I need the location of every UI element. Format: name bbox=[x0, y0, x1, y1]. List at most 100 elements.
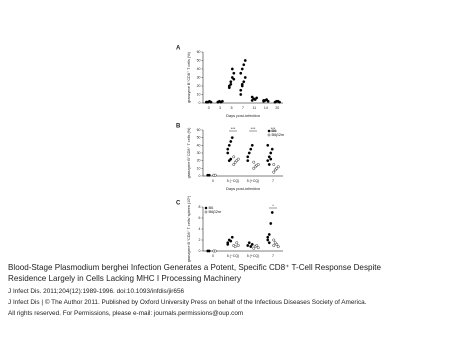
y-tick-label: 30 bbox=[197, 75, 201, 79]
y-tick-label: 0 bbox=[199, 101, 201, 105]
data-point bbox=[267, 241, 271, 245]
data-point bbox=[220, 99, 224, 103]
y-tick-label: 30 bbox=[197, 151, 201, 155]
data-point bbox=[250, 143, 254, 147]
data-point bbox=[239, 71, 243, 75]
y-axis-label: granzyme B⁺CD8⁺ T cells (%) bbox=[187, 51, 191, 102]
data-point bbox=[276, 245, 280, 249]
x-tick-label: 11 bbox=[253, 106, 257, 110]
data-point bbox=[266, 235, 270, 239]
significance: *** bbox=[271, 126, 276, 131]
panel-label: A bbox=[176, 46, 181, 52]
data-point bbox=[207, 249, 211, 253]
y-tick-label: 20 bbox=[197, 159, 201, 163]
data-point bbox=[255, 96, 259, 100]
x-tick-label: 0 bbox=[212, 179, 214, 183]
data-point bbox=[267, 155, 271, 159]
y-tick-label: 10 bbox=[197, 92, 201, 96]
data-point bbox=[267, 163, 271, 166]
data-point bbox=[240, 67, 244, 71]
y-tick-label: 6 bbox=[199, 216, 201, 220]
legend-marker bbox=[204, 206, 208, 210]
data-point bbox=[266, 143, 270, 147]
y-tick-label: 60 bbox=[197, 128, 201, 132]
x-tick-label: 20 bbox=[275, 106, 279, 110]
data-point bbox=[230, 136, 234, 140]
x-tick-label: 0 bbox=[212, 254, 214, 258]
data-point bbox=[252, 160, 256, 164]
y-tick-label: 60 bbox=[197, 50, 201, 54]
data-point bbox=[230, 76, 234, 79]
data-point bbox=[242, 63, 246, 67]
data-point bbox=[255, 244, 259, 247]
y-tick-label: 40 bbox=[197, 143, 201, 147]
x-tick-label: 5 (+CQ) bbox=[247, 254, 260, 258]
data-point bbox=[246, 159, 250, 163]
data-point bbox=[229, 80, 233, 84]
legend-marker bbox=[267, 133, 271, 137]
data-point bbox=[269, 222, 273, 225]
y-axis-label: granzyme B⁺CD8⁺ T cells/ spleen (10⁵) bbox=[187, 195, 191, 262]
legend-marker bbox=[267, 129, 271, 133]
data-point bbox=[216, 100, 220, 104]
caption-title: Residence Largely in Cells Lacking MHC I… bbox=[8, 274, 242, 283]
y-tick-label: 4 bbox=[199, 227, 201, 231]
data-point bbox=[227, 143, 231, 147]
y-axis-label: granzyme B⁺CD8⁺ T cells (%) bbox=[187, 127, 191, 178]
data-point bbox=[247, 151, 251, 155]
significance: *** bbox=[231, 126, 236, 131]
x-tick-label: 5 (−CQ) bbox=[227, 179, 240, 183]
x-tick-label: 0 bbox=[208, 106, 210, 110]
data-point bbox=[256, 163, 260, 166]
legend-label: B6β2m bbox=[209, 209, 222, 214]
copyright: All rights reserved. For Permissions, pl… bbox=[8, 310, 244, 317]
x-axis-label: Days post-infection bbox=[226, 113, 260, 118]
data-point bbox=[275, 242, 279, 246]
data-point bbox=[266, 238, 270, 242]
data-point bbox=[247, 241, 251, 245]
y-tick-label: 50 bbox=[197, 136, 201, 140]
data-point bbox=[246, 155, 250, 159]
legend-label: B6 bbox=[272, 128, 278, 133]
data-point bbox=[232, 77, 236, 81]
y-tick-label: 0 bbox=[199, 174, 201, 178]
data-point bbox=[269, 151, 273, 155]
data-point bbox=[266, 159, 270, 163]
data-point bbox=[236, 244, 240, 247]
data-point bbox=[232, 71, 236, 75]
y-tick-label: 40 bbox=[197, 67, 201, 71]
data-point bbox=[226, 151, 230, 155]
x-tick-label: 7 bbox=[272, 254, 274, 258]
data-point bbox=[239, 93, 243, 96]
y-tick-label: 0 bbox=[199, 249, 201, 253]
x-tick-label: 7 bbox=[242, 106, 244, 110]
data-point bbox=[262, 99, 266, 102]
x-tick-label: 3 bbox=[219, 106, 221, 110]
data-point bbox=[226, 147, 230, 151]
data-point bbox=[207, 173, 211, 177]
data-point bbox=[240, 82, 244, 86]
data-point bbox=[250, 99, 254, 102]
legend-marker bbox=[204, 210, 208, 214]
legend-label: B6β2m bbox=[272, 132, 285, 137]
y-tick-label: 8 bbox=[199, 205, 201, 209]
x-tick-label: 5 (−CQ) bbox=[227, 254, 240, 258]
data-point bbox=[270, 147, 274, 151]
data-point bbox=[242, 80, 246, 84]
significance: * bbox=[272, 203, 274, 208]
data-point bbox=[229, 157, 233, 161]
y-tick-label: 10 bbox=[197, 166, 201, 170]
x-axis-label: Days post-infection bbox=[226, 186, 260, 191]
data-point bbox=[226, 242, 230, 246]
data-point bbox=[236, 157, 240, 161]
data-point bbox=[269, 157, 273, 161]
x-tick-label: 14 bbox=[264, 106, 268, 110]
data-point bbox=[250, 242, 254, 246]
data-point bbox=[227, 86, 231, 90]
data-point bbox=[270, 211, 274, 214]
citation: J Infect Dis. 2011;204(12):1989-1996. do… bbox=[8, 288, 185, 295]
caption-title: Blood-Stage Plasmodium berghei Infection… bbox=[8, 263, 382, 272]
y-tick-label: 2 bbox=[199, 238, 201, 242]
